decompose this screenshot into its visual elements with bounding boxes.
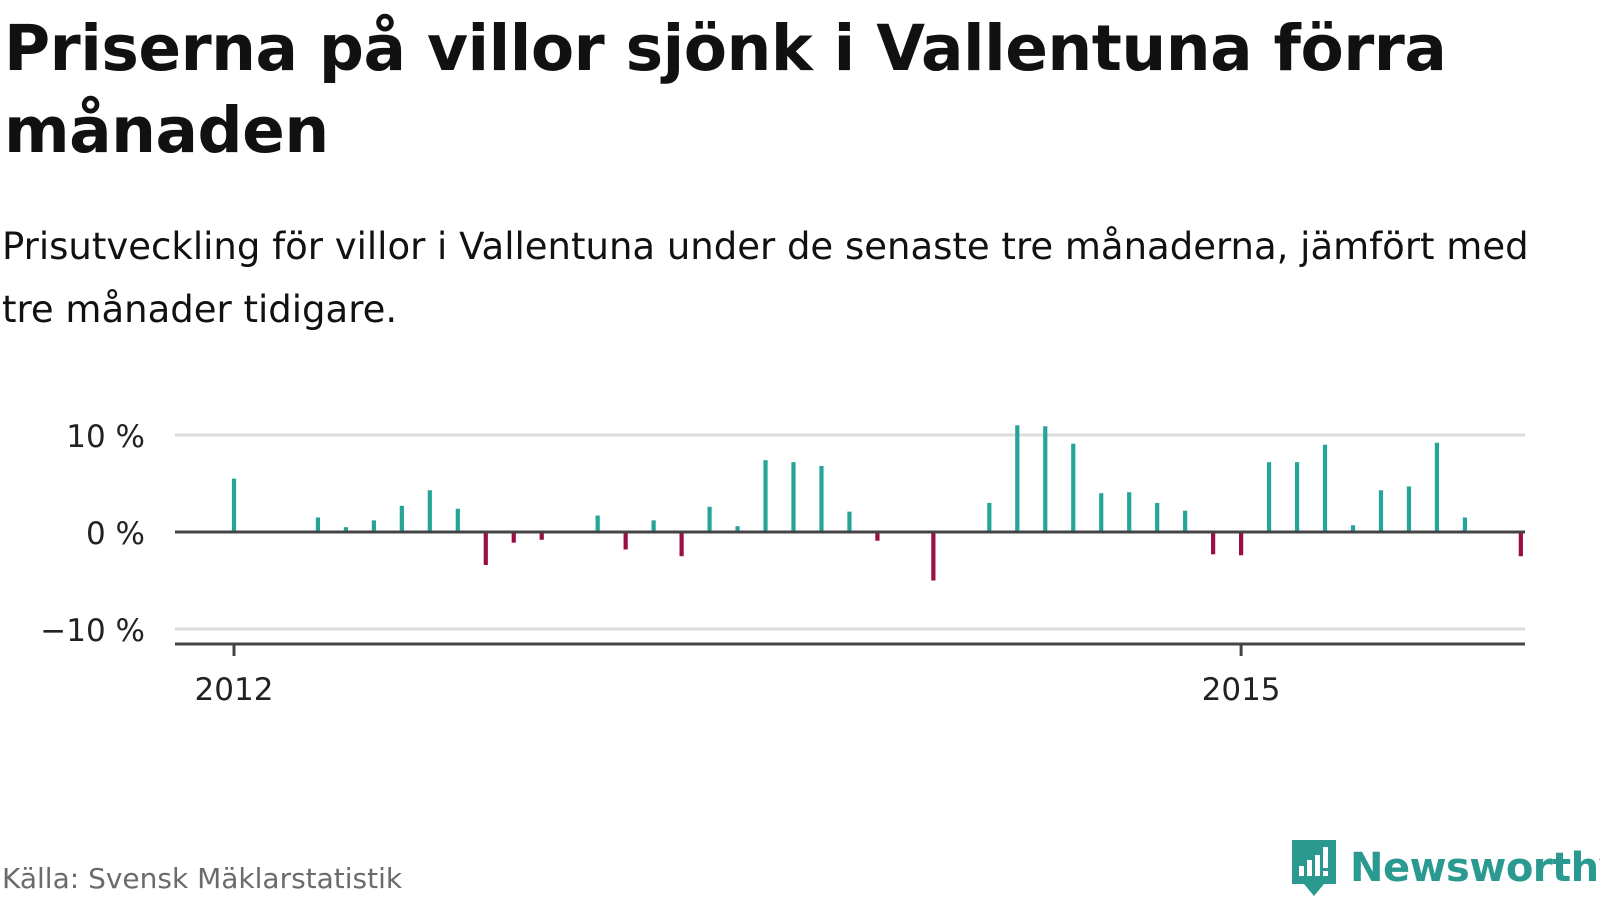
bar	[875, 532, 880, 541]
axis-layer	[175, 530, 1525, 656]
bar	[1071, 443, 1076, 532]
bar	[1434, 442, 1440, 532]
bar	[707, 506, 712, 532]
bar	[1183, 510, 1188, 532]
bars-layer	[231, 425, 1523, 581]
bar	[231, 478, 237, 532]
bar	[1211, 532, 1216, 555]
bar	[455, 508, 460, 532]
brand-name: Newsworthy	[1350, 845, 1600, 891]
bar	[1015, 425, 1020, 532]
bar	[1462, 517, 1467, 532]
grid-layer	[175, 433, 1525, 631]
source-note: Källa: Svensk Mäklarstatistik	[2, 862, 403, 895]
bar	[931, 532, 936, 581]
newsworthy-logo-icon	[1292, 840, 1336, 896]
chart-title: Priserna på villor sjönk i Vallentuna fö…	[4, 12, 1447, 167]
bar	[1127, 492, 1132, 532]
bar	[1099, 493, 1104, 532]
bar	[343, 527, 348, 532]
y-tick-label: 10 %	[66, 419, 145, 455]
bar	[427, 490, 432, 532]
brand-logo[interactable]: Newsworthy	[1290, 838, 1600, 898]
bar	[987, 502, 992, 532]
bar	[819, 466, 824, 532]
bar	[1518, 532, 1523, 557]
bar	[315, 517, 321, 532]
chart-subtitle: Prisutveckling för villor i Vallentuna u…	[2, 225, 1529, 331]
bar	[511, 532, 516, 543]
bar	[371, 520, 376, 532]
bar	[735, 526, 740, 532]
bar	[399, 505, 404, 532]
bar	[1322, 444, 1328, 532]
bar	[1155, 502, 1160, 532]
x-tick-label: 2012	[195, 672, 274, 708]
bar	[763, 460, 768, 532]
bar	[847, 511, 852, 532]
bar	[1239, 532, 1244, 556]
bar	[1294, 462, 1300, 532]
x-tick-label: 2015	[1202, 672, 1281, 708]
bar	[791, 462, 796, 532]
y-tick-label: 0 %	[86, 516, 145, 552]
bar-chart: 10 %0 %−10 %20122015201820212023−8 %	[40, 419, 1525, 708]
bar	[651, 520, 656, 532]
bar	[679, 532, 684, 557]
bar	[1266, 462, 1272, 532]
bar	[483, 532, 488, 565]
y-tick-label: −10 %	[40, 613, 145, 649]
bar	[1378, 490, 1384, 532]
bar	[1350, 525, 1356, 532]
bar	[623, 532, 628, 550]
label-layer: 10 %0 %−10 %20122015201820212023−8 %	[40, 419, 1281, 708]
bar	[1406, 486, 1412, 532]
bar	[595, 515, 600, 532]
bar	[1043, 426, 1048, 532]
bar	[539, 532, 544, 540]
